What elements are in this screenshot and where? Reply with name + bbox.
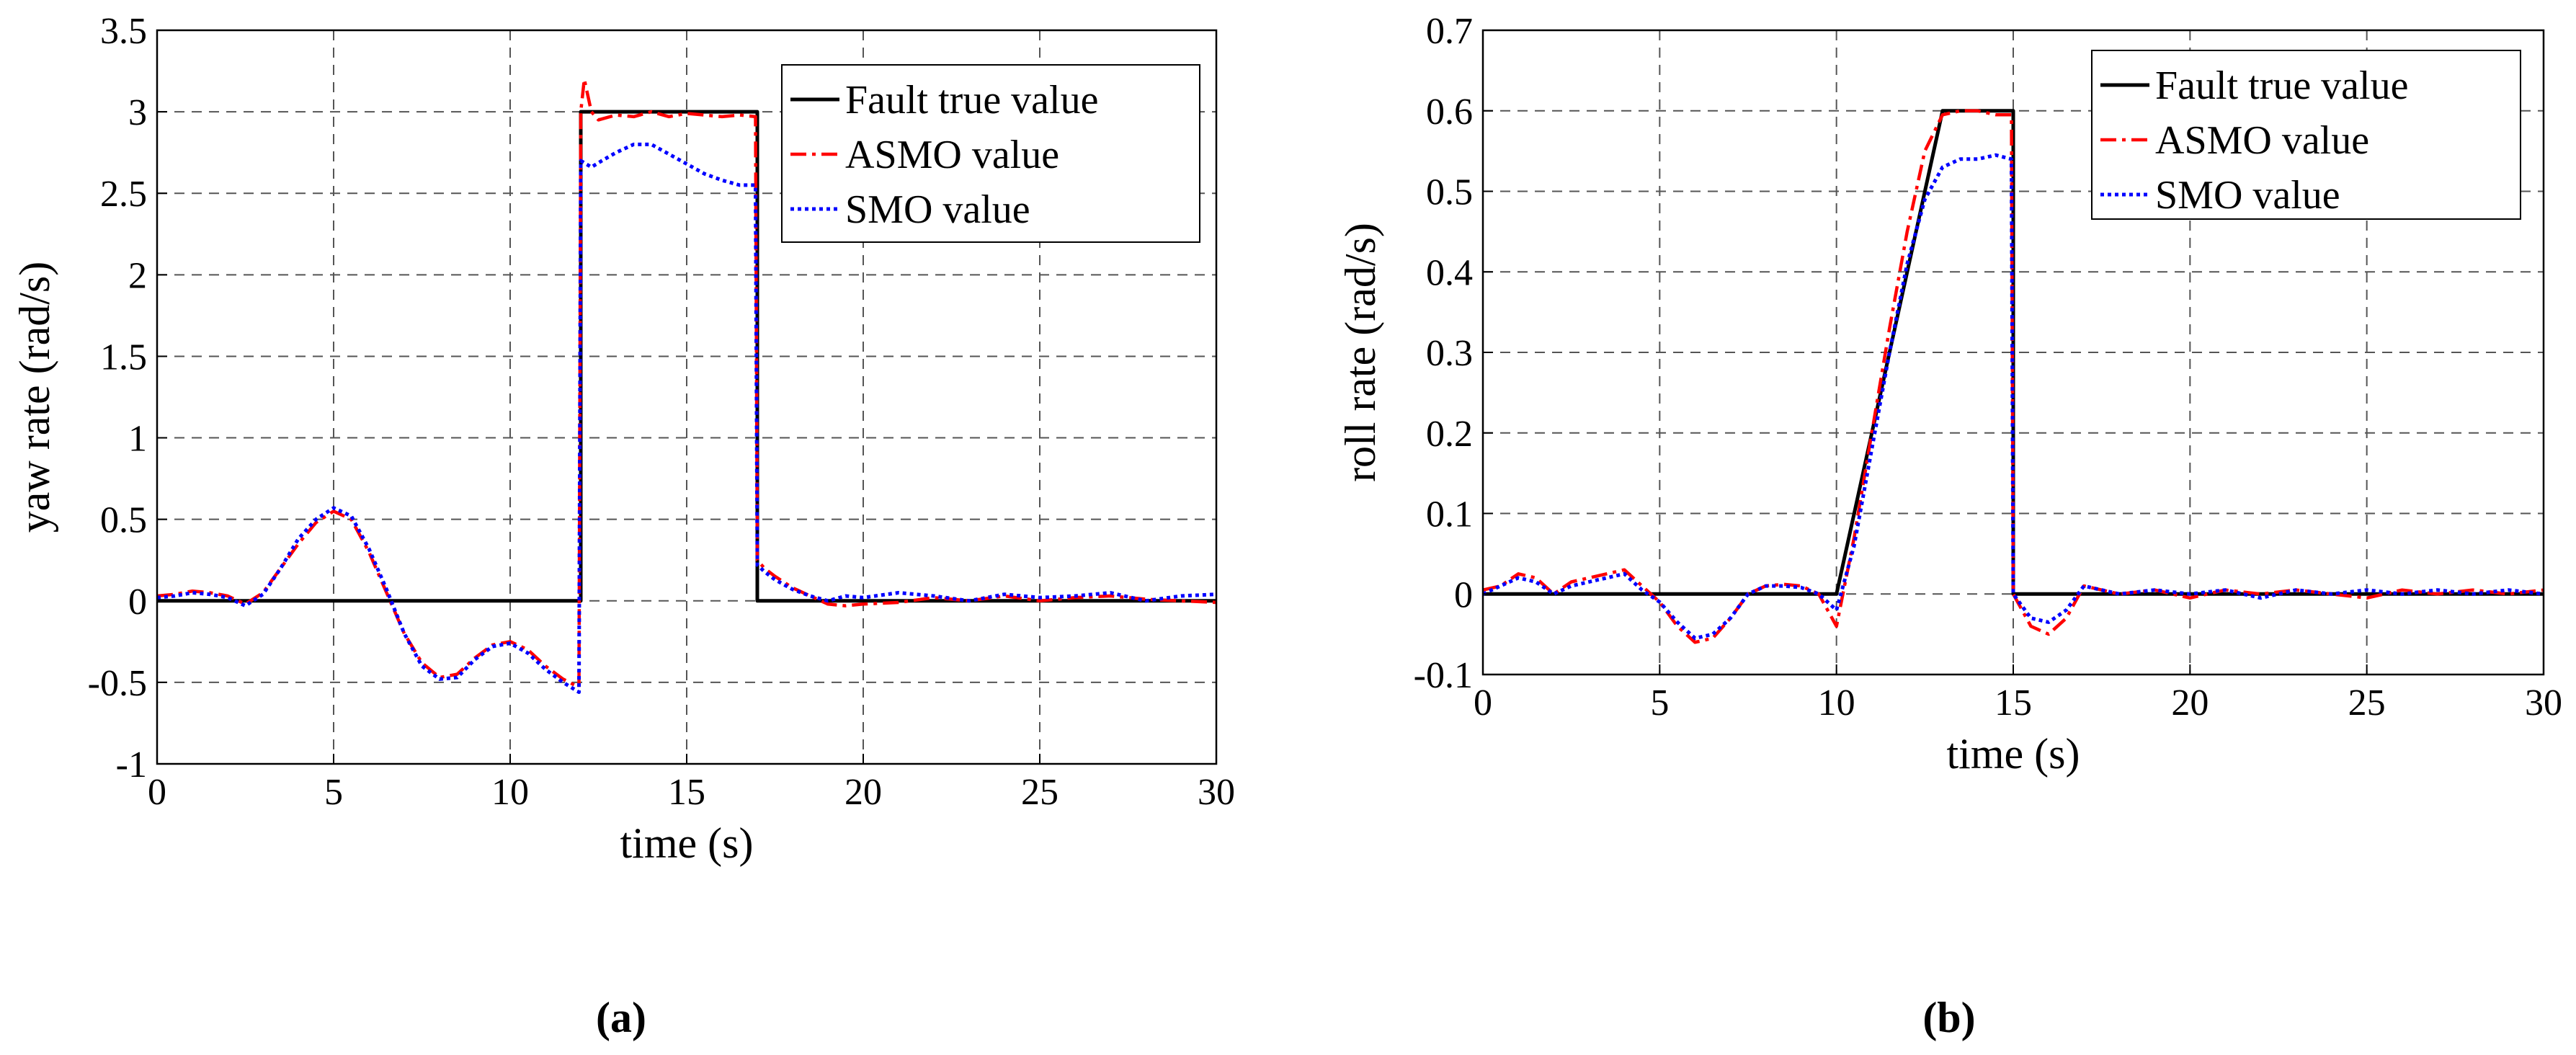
y-axis-label-b: roll rate (rad/s) — [1337, 223, 1384, 482]
x-tick-label-b-0: 0 — [1474, 682, 1492, 724]
y-tick-label-b-0: -0.1 — [1414, 655, 1473, 696]
x-tick-label-a-3: 15 — [668, 772, 705, 813]
panel-b-chart: 0 5 10 15 20 25 30-0.100.10.20.30.40.50.60.7ti… — [1337, 11, 2562, 778]
series-asmo-value-b — [1482, 109, 2544, 644]
x-tick-label-b-1: 5 — [1650, 682, 1669, 724]
x-tick-label-a-1: 5 — [324, 772, 343, 813]
legend-a: Fault true value ASMO value SMO value — [781, 64, 1200, 243]
x-tick-label-a-2: 10 — [491, 772, 529, 813]
y-tick-label-a-3: 0.5 — [100, 500, 147, 541]
y-axis-label-a: yaw rate (rad/s) — [11, 262, 58, 533]
legend-label-a-2: SMO value — [845, 187, 1030, 232]
x-tick-label-b-2: 10 — [1818, 682, 1855, 724]
y-tick-label-b-1: 0 — [1454, 574, 1473, 615]
y-tick-label-a-1: -0.5 — [88, 663, 147, 704]
caption-b: (b) — [1922, 994, 1975, 1041]
y-tick-label-b-6: 0.5 — [1426, 172, 1473, 213]
legend-label-b-0: Fault true value — [2155, 63, 2408, 108]
legend-label-a-0: Fault true value — [845, 78, 1098, 123]
panel-a-chart: 0 5 10 15 20 25 30 -1 -0.5 0 0.5 1 1.5 2 2.5 3 3.5 time (… — [11, 11, 1235, 867]
y-tick-label-a-8: 3 — [128, 92, 147, 133]
y-tick-label-a-7: 2.5 — [100, 174, 147, 215]
x-tick-label-b-4: 20 — [2171, 682, 2209, 724]
y-tick-label-a-4: 1 — [128, 419, 147, 460]
y-tick-label-b-2: 0.1 — [1426, 494, 1473, 535]
x-tick-label-a-6: 30 — [1198, 772, 1235, 813]
legend-label-b-2: SMO value — [2155, 173, 2340, 218]
x-tick-label-a-4: 20 — [844, 772, 882, 813]
y-tick-label-a-5: 1.5 — [100, 337, 147, 378]
series-asmo-value-a — [156, 77, 1217, 689]
legend-label-a-1: ASMO value — [845, 133, 1059, 177]
legend-b: Fault true value ASMO value SMO value — [2091, 50, 2521, 220]
caption-a: (a) — [596, 994, 646, 1041]
legend-box-a — [781, 64, 1200, 243]
x-tick-label-a-0: 0 — [148, 772, 166, 813]
series-smo-value-a — [156, 142, 1217, 694]
y-tick-label-b-5: 0.4 — [1426, 252, 1473, 293]
legend-label-b-1: ASMO value — [2155, 118, 2369, 163]
x-tick-label-b-3: 15 — [1995, 682, 2032, 724]
x-tick-label-b-5: 25 — [2348, 682, 2386, 724]
y-tick-label-b-7: 0.6 — [1426, 92, 1473, 133]
y-tick-label-b-4: 0.3 — [1426, 333, 1473, 374]
y-tick-label-a-2: 0 — [128, 582, 147, 623]
y-tick-label-b-8: 0.7 — [1426, 11, 1473, 52]
x-axis-label-a: time (s) — [620, 819, 754, 867]
y-tick-label-b-3: 0.2 — [1426, 414, 1473, 455]
y-tick-label-a-0: -1 — [116, 744, 147, 785]
y-tick-label-a-9: 3.5 — [100, 11, 147, 52]
y-tick-label-a-6: 2 — [128, 255, 147, 296]
x-tick-label-b-6: 30 — [2525, 682, 2562, 724]
x-axis-label-b: time (s) — [1947, 730, 2080, 778]
x-tick-label-a-5: 25 — [1021, 772, 1059, 813]
legend-box-b — [2091, 50, 2521, 220]
